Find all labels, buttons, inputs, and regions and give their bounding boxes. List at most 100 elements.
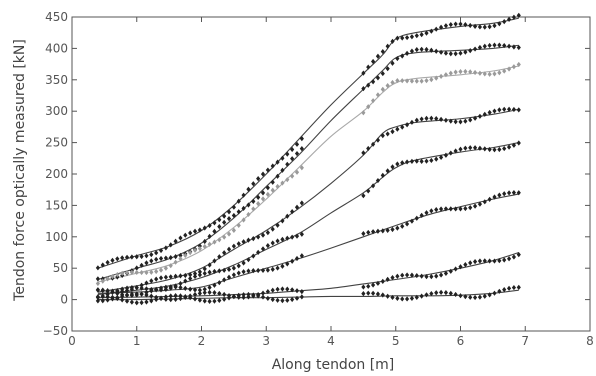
data-point-series-8 (124, 298, 130, 304)
data-point-series-8 (502, 287, 507, 293)
data-point-series-2 (458, 50, 463, 56)
data-point-series-1 (105, 259, 110, 266)
data-point-series-3 (409, 78, 415, 84)
data-point-series-4 (207, 262, 212, 268)
data-point-series-5 (265, 243, 270, 249)
data-point-series-6 (105, 288, 110, 294)
data-point-series-8 (251, 292, 256, 298)
data-point-series-7 (124, 292, 130, 298)
data-point-series-3 (385, 83, 390, 89)
data-point-series-4 (439, 116, 444, 122)
data-point-series-7 (487, 258, 492, 264)
data-point-series-1 (231, 204, 236, 210)
data-point-series-5 (256, 249, 261, 255)
data-point-series-3 (419, 78, 424, 84)
data-point-series-7 (280, 286, 285, 292)
data-point-series-6 (424, 210, 429, 216)
data-point-series-1 (285, 151, 290, 157)
data-point-series-7 (448, 268, 453, 274)
data-point-series-6 (178, 284, 183, 291)
data-point-series-5 (487, 146, 492, 153)
data-point-series-8 (134, 300, 139, 306)
data-point-series-6 (395, 225, 400, 231)
data-point-series-2 (217, 224, 222, 230)
data-point-series-6 (506, 190, 512, 196)
data-point-series-1 (110, 257, 115, 263)
data-point-series-8 (275, 297, 280, 303)
data-point-series-5 (409, 158, 415, 164)
data-point-series-8 (453, 291, 458, 298)
data-point-series-8 (95, 294, 100, 300)
data-point-series-1 (173, 238, 178, 244)
data-point-series-4 (375, 137, 381, 143)
data-point-series-1 (265, 167, 270, 173)
data-point-series-3 (366, 104, 371, 110)
data-point-series-5 (144, 286, 149, 292)
data-point-series-2 (207, 233, 212, 239)
data-point-series-7 (149, 293, 154, 299)
data-point-series-8 (294, 295, 300, 301)
data-point-series-6 (516, 190, 521, 196)
data-point-series-7 (275, 286, 280, 292)
data-point-series-5 (463, 145, 468, 151)
data-point-series-3 (468, 69, 473, 75)
data-point-series-7 (100, 298, 105, 304)
data-point-series-7 (222, 291, 227, 298)
data-point-series-7 (178, 295, 183, 302)
data-point-series-5 (448, 150, 453, 156)
data-point-series-4 (265, 230, 270, 236)
data-point-series-8 (477, 294, 483, 300)
fit-line-4 (97, 108, 519, 293)
data-point-series-8 (173, 293, 178, 299)
data-point-series-6 (375, 228, 381, 234)
data-point-series-1 (516, 12, 521, 18)
y-tick-label: 350 (45, 73, 68, 87)
data-point-series-5 (115, 288, 120, 294)
data-point-series-3 (380, 86, 385, 92)
x-axis-ticks: 0 1 2 3 4 5 6 7 8 (68, 17, 594, 348)
data-point-series-3 (299, 165, 304, 171)
data-point-series-5 (506, 144, 512, 150)
data-point-series-8 (139, 300, 144, 306)
data-point-series-1 (290, 146, 295, 153)
data-point-series-1 (506, 16, 512, 22)
data-point-series-5 (183, 278, 188, 284)
x-tick-label: 8 (586, 334, 594, 348)
data-point-series-5 (212, 268, 217, 275)
y-tick-label: 400 (45, 41, 68, 55)
data-point-series-2 (246, 202, 251, 208)
data-point-series-7 (409, 272, 415, 278)
data-point-series-5 (246, 257, 251, 263)
data-point-series-6 (236, 270, 241, 276)
data-point-series-4 (371, 141, 376, 147)
data-point-series-1 (139, 253, 144, 260)
data-point-series-3 (511, 64, 516, 70)
data-point-series-7 (497, 258, 502, 264)
data-point-series-7 (361, 284, 366, 290)
data-point-series-1 (477, 24, 483, 30)
data-point-series-1 (443, 23, 449, 29)
data-point-series-2 (163, 255, 168, 261)
data-point-series-3 (375, 92, 381, 98)
data-point-series-7 (366, 283, 371, 289)
data-point-series-6 (511, 190, 516, 196)
data-point-series-4 (502, 106, 507, 112)
data-point-series-3 (472, 69, 478, 76)
data-point-series-8 (256, 293, 261, 299)
data-point-series-1 (405, 34, 410, 41)
data-point-series-7 (502, 257, 507, 263)
data-point-series-1 (280, 155, 285, 161)
data-point-series-6 (256, 267, 261, 274)
data-point-series-7 (129, 291, 134, 297)
data-point-series-8 (168, 293, 173, 299)
data-point-series-1 (482, 24, 487, 30)
data-point-series-1 (366, 64, 371, 70)
data-point-series-7 (270, 287, 275, 293)
data-point-series-3 (424, 78, 429, 84)
data-point-series-8 (472, 294, 478, 301)
data-point-series-2 (439, 49, 444, 55)
data-point-series-2 (95, 276, 100, 282)
data-point-series-7 (395, 273, 400, 279)
data-point-series-7 (260, 290, 266, 296)
x-tick-label: 7 (521, 334, 529, 348)
